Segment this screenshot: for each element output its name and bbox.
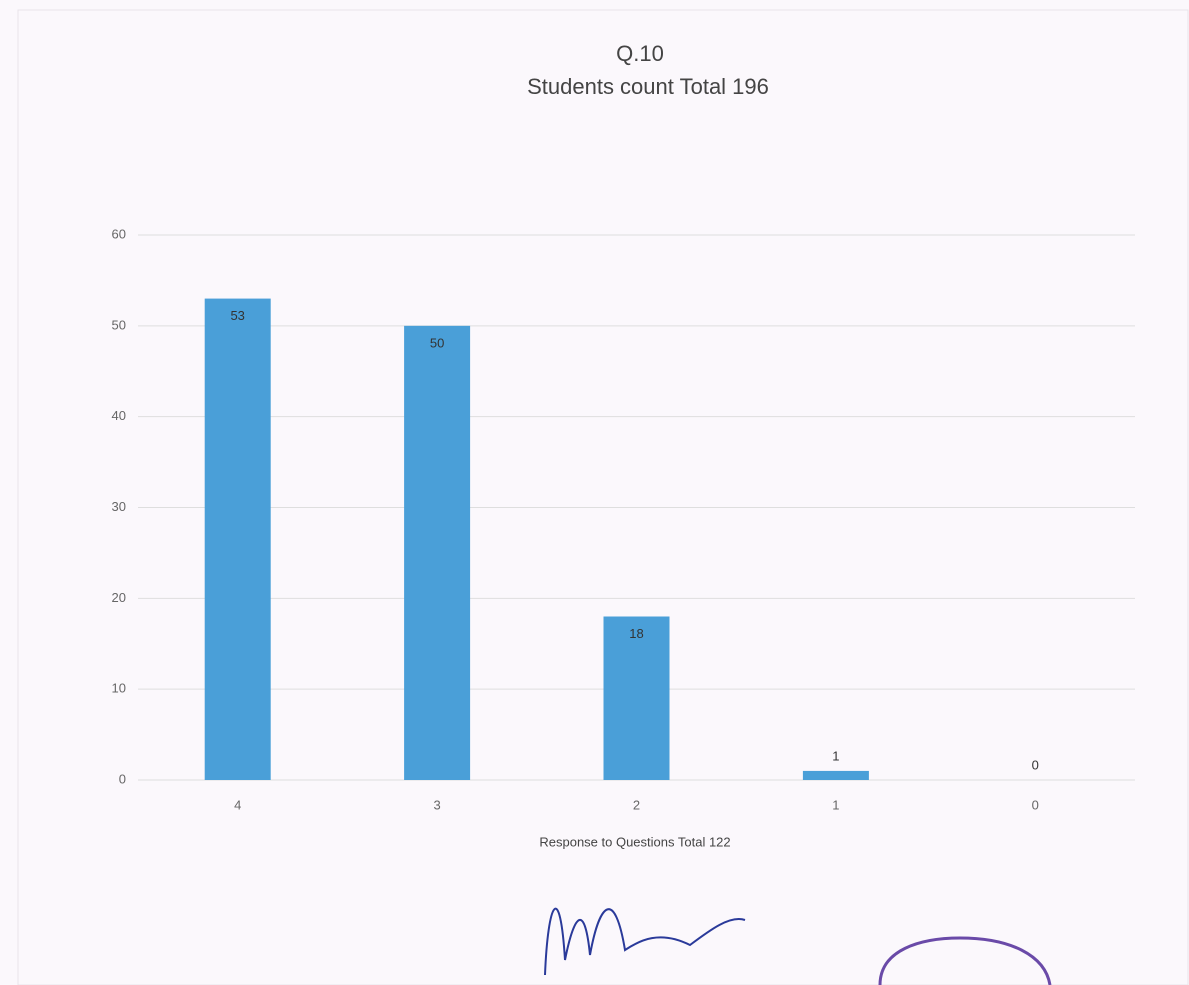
stamp [878, 936, 1052, 985]
value-label: 18 [629, 626, 643, 641]
y-tick-label: 30 [112, 499, 126, 514]
x-tick-label: 0 [1032, 797, 1039, 812]
x-tick-label: 3 [433, 797, 440, 812]
value-label: 50 [430, 335, 444, 350]
chart-subtitle: Students count Total 196 [527, 74, 769, 99]
bar [802, 770, 869, 780]
bar [603, 616, 670, 780]
bar [404, 325, 471, 780]
x-tick-label: 2 [633, 797, 640, 812]
x-tick-label: 4 [234, 797, 241, 812]
y-tick-label: 10 [112, 681, 126, 696]
y-tick-label: 20 [112, 590, 126, 605]
y-tick-label: 60 [112, 226, 126, 241]
chart-title: Q.10 [616, 41, 664, 66]
y-tick-label: 0 [119, 771, 126, 786]
y-tick-label: 50 [112, 317, 126, 332]
y-tick-label: 40 [112, 408, 126, 423]
x-axis-title: Response to Questions Total 122 [539, 834, 730, 849]
signature [544, 907, 746, 976]
value-label: 53 [230, 308, 244, 323]
value-label: 1 [832, 748, 839, 763]
x-tick-label: 1 [832, 797, 839, 812]
value-label: 0 [1032, 757, 1039, 772]
page-border [17, 9, 1189, 985]
bar [204, 298, 271, 780]
